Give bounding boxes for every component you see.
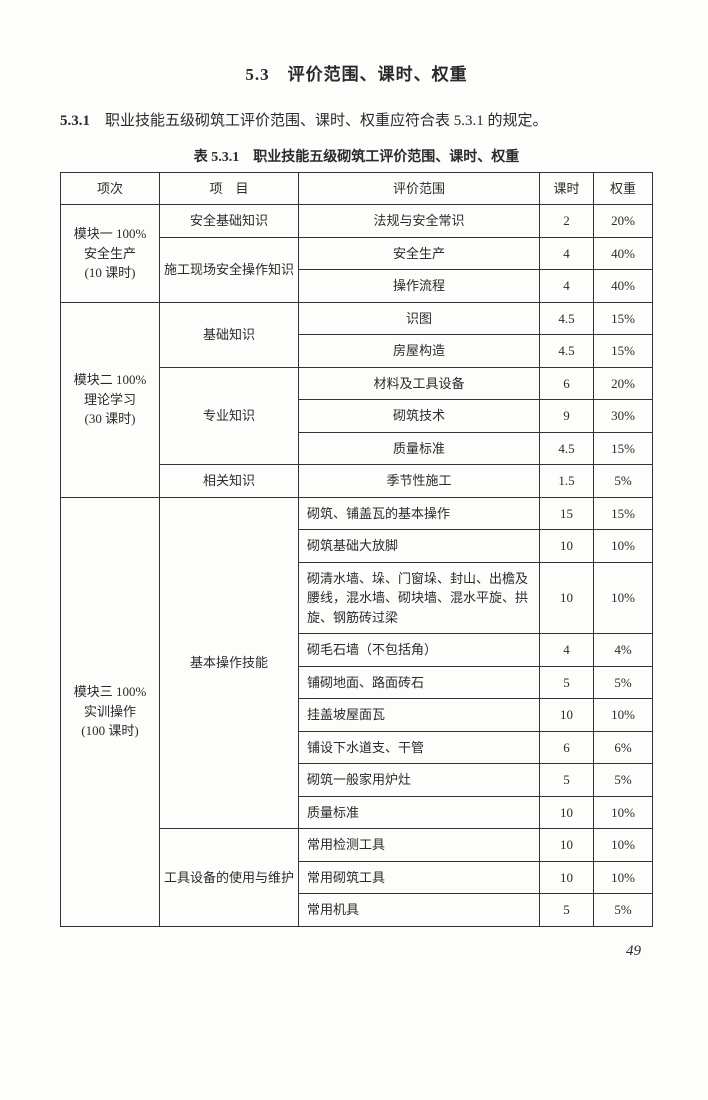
cell-keshi: 10 bbox=[540, 562, 594, 634]
paragraph-5-3-1: 5.3.1 职业技能五级砌筑工评价范围、课时、权重应符合表 5.3.1 的规定。 bbox=[60, 107, 653, 136]
cell-scope: 砌筑、铺盖瓦的基本操作 bbox=[299, 497, 540, 530]
cell-weight: 5% bbox=[594, 666, 653, 699]
module1-label: 模块一 100%安全生产(10 课时) bbox=[61, 205, 160, 303]
page-number: 49 bbox=[60, 943, 653, 960]
cell-scope: 铺砌地面、路面砖石 bbox=[299, 666, 540, 699]
module3-sub2: 工具设备的使用与维护 bbox=[160, 829, 299, 927]
col-header-quanzhong: 权重 bbox=[594, 172, 653, 205]
cell-keshi: 4 bbox=[540, 634, 594, 667]
cell-weight: 40% bbox=[594, 237, 653, 270]
col-header-xiangci: 项次 bbox=[61, 172, 160, 205]
cell-keshi: 10 bbox=[540, 861, 594, 894]
cell-keshi: 10 bbox=[540, 829, 594, 862]
cell-keshi: 4.5 bbox=[540, 335, 594, 368]
cell-keshi: 4.5 bbox=[540, 302, 594, 335]
cell-scope: 铺设下水道支、干管 bbox=[299, 731, 540, 764]
cell-weight: 15% bbox=[594, 432, 653, 465]
cell-weight: 4% bbox=[594, 634, 653, 667]
cell-keshi: 6 bbox=[540, 731, 594, 764]
table-header-row: 项次 项 目 评价范围 课时 权重 bbox=[61, 172, 653, 205]
cell-weight: 10% bbox=[594, 861, 653, 894]
cell-weight: 15% bbox=[594, 335, 653, 368]
para-text: 职业技能五级砌筑工评价范围、课时、权重应符合表 5.3.1 的规定。 bbox=[90, 113, 548, 129]
cell-keshi: 9 bbox=[540, 400, 594, 433]
cell-keshi: 4.5 bbox=[540, 432, 594, 465]
cell-keshi: 10 bbox=[540, 796, 594, 829]
table-row: 模块三 100%实训操作(100 课时) 基本操作技能 砌筑、铺盖瓦的基本操作 … bbox=[61, 497, 653, 530]
module2-sub1: 基础知识 bbox=[160, 302, 299, 367]
cell-keshi: 1.5 bbox=[540, 465, 594, 498]
cell-weight: 15% bbox=[594, 302, 653, 335]
cell-scope: 常用砌筑工具 bbox=[299, 861, 540, 894]
col-header-fanwei: 评价范围 bbox=[299, 172, 540, 205]
cell-weight: 15% bbox=[594, 497, 653, 530]
cell-weight: 40% bbox=[594, 270, 653, 303]
section-title: 5.3 评价范围、课时、权重 bbox=[60, 60, 653, 85]
cell-scope: 常用机具 bbox=[299, 894, 540, 927]
cell-weight: 20% bbox=[594, 367, 653, 400]
cell-keshi: 2 bbox=[540, 205, 594, 238]
para-number: 5.3.1 bbox=[60, 113, 90, 129]
cell-weight: 10% bbox=[594, 562, 653, 634]
module1-sub1: 安全基础知识 bbox=[160, 205, 299, 238]
cell-keshi: 5 bbox=[540, 894, 594, 927]
cell-keshi: 4 bbox=[540, 237, 594, 270]
cell-weight: 20% bbox=[594, 205, 653, 238]
cell-weight: 5% bbox=[594, 465, 653, 498]
cell-weight: 10% bbox=[594, 796, 653, 829]
cell-scope: 安全生产 bbox=[299, 237, 540, 270]
cell-keshi: 5 bbox=[540, 764, 594, 797]
module1-sub2: 施工现场安全操作知识 bbox=[160, 237, 299, 302]
cell-weight: 30% bbox=[594, 400, 653, 433]
cell-scope: 砌筑一般家用炉灶 bbox=[299, 764, 540, 797]
cell-weight: 5% bbox=[594, 764, 653, 797]
cell-scope: 质量标准 bbox=[299, 432, 540, 465]
module2-sub3: 相关知识 bbox=[160, 465, 299, 498]
cell-scope: 砌毛石墙（不包括角） bbox=[299, 634, 540, 667]
table-caption: 表 5.3.1 职业技能五级砌筑工评价范围、课时、权重 bbox=[60, 146, 653, 166]
cell-keshi: 15 bbox=[540, 497, 594, 530]
module2-sub2: 专业知识 bbox=[160, 367, 299, 465]
cell-scope: 材料及工具设备 bbox=[299, 367, 540, 400]
cell-scope: 房屋构造 bbox=[299, 335, 540, 368]
cell-weight: 10% bbox=[594, 829, 653, 862]
col-header-keshi: 课时 bbox=[540, 172, 594, 205]
table-row: 模块二 100%理论学习(30 课时) 基础知识 识图 4.5 15% bbox=[61, 302, 653, 335]
cell-scope: 砌筑基础大放脚 bbox=[299, 530, 540, 563]
cell-weight: 6% bbox=[594, 731, 653, 764]
cell-scope: 识图 bbox=[299, 302, 540, 335]
cell-keshi: 5 bbox=[540, 666, 594, 699]
cell-keshi: 10 bbox=[540, 699, 594, 732]
cell-scope: 质量标准 bbox=[299, 796, 540, 829]
cell-scope: 季节性施工 bbox=[299, 465, 540, 498]
cell-scope: 砌清水墙、垛、门窗垛、封山、出檐及腰线，混水墙、砌块墙、混水平旋、拱旋、钢筋砖过… bbox=[299, 562, 540, 634]
cell-keshi: 10 bbox=[540, 530, 594, 563]
col-header-xiangmu: 项 目 bbox=[160, 172, 299, 205]
cell-scope: 挂盖坡屋面瓦 bbox=[299, 699, 540, 732]
cell-weight: 10% bbox=[594, 699, 653, 732]
cell-weight: 10% bbox=[594, 530, 653, 563]
module3-sub1: 基本操作技能 bbox=[160, 497, 299, 829]
cell-weight: 5% bbox=[594, 894, 653, 927]
cell-keshi: 6 bbox=[540, 367, 594, 400]
module3-label: 模块三 100%实训操作(100 课时) bbox=[61, 497, 160, 926]
table-row: 模块一 100%安全生产(10 课时) 安全基础知识 法规与安全常识 2 20% bbox=[61, 205, 653, 238]
cell-scope: 砌筑技术 bbox=[299, 400, 540, 433]
cell-keshi: 4 bbox=[540, 270, 594, 303]
cell-scope: 操作流程 bbox=[299, 270, 540, 303]
cell-scope: 常用检测工具 bbox=[299, 829, 540, 862]
module2-label: 模块二 100%理论学习(30 课时) bbox=[61, 302, 160, 497]
cell-scope: 法规与安全常识 bbox=[299, 205, 540, 238]
evaluation-table: 项次 项 目 评价范围 课时 权重 模块一 100%安全生产(10 课时) 安全… bbox=[60, 172, 653, 927]
